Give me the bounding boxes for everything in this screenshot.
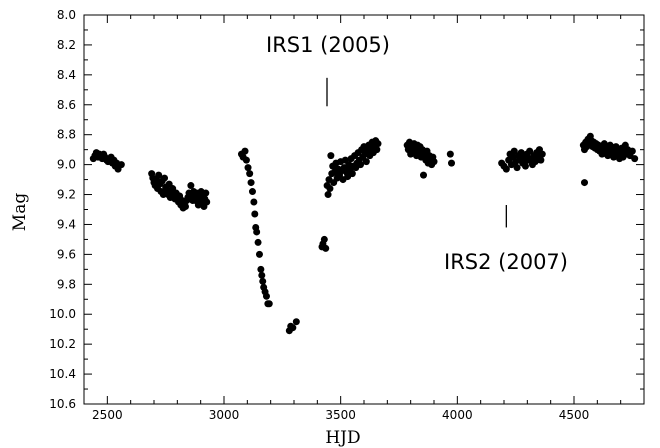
data-point bbox=[255, 250, 263, 258]
y-tick-label: 8.6 bbox=[57, 98, 76, 112]
data-point bbox=[265, 300, 273, 308]
data-point bbox=[327, 152, 335, 160]
data-point bbox=[420, 171, 427, 179]
data-point bbox=[322, 244, 330, 252]
y-tick-label: 9.6 bbox=[57, 247, 76, 261]
data-point bbox=[631, 155, 639, 163]
plot-border bbox=[83, 14, 645, 405]
data-point bbox=[326, 185, 334, 193]
data-point bbox=[248, 188, 256, 196]
data-point bbox=[446, 150, 454, 158]
data-point bbox=[262, 292, 270, 300]
data-point bbox=[289, 324, 297, 332]
data-point bbox=[251, 210, 259, 218]
data-point bbox=[357, 161, 364, 169]
data-point bbox=[510, 147, 518, 155]
data-point bbox=[182, 203, 189, 211]
data-point bbox=[320, 235, 328, 243]
annotations: IRS1 (2005) IRS2 (2007) bbox=[266, 33, 568, 274]
data-point bbox=[448, 159, 455, 167]
data-point bbox=[430, 158, 438, 166]
data-point bbox=[537, 156, 545, 164]
data-point bbox=[374, 140, 382, 148]
data-point bbox=[247, 179, 255, 187]
data-point bbox=[521, 162, 529, 170]
data-points bbox=[89, 132, 639, 335]
data-point bbox=[246, 170, 254, 178]
x-tick-label: 2500 bbox=[92, 408, 123, 422]
y-tick-label: 9.4 bbox=[57, 217, 76, 231]
data-point bbox=[257, 265, 265, 273]
data-point bbox=[324, 191, 332, 199]
x-tick-label: 3500 bbox=[325, 408, 356, 422]
data-point bbox=[202, 189, 210, 197]
y-tick-label: 9.0 bbox=[57, 158, 76, 172]
data-point bbox=[628, 147, 636, 155]
data-point bbox=[538, 150, 546, 158]
data-point bbox=[373, 146, 381, 154]
data-point bbox=[581, 179, 588, 187]
x-tick-label: 4500 bbox=[559, 408, 590, 422]
data-point bbox=[513, 164, 521, 172]
axis-ticks: 2500 3000 3500 4000 4500 8.0 8.2 8.4 8.6 8.8 9.0 9.… bbox=[49, 8, 644, 422]
x-tick-label: 4000 bbox=[442, 408, 473, 422]
y-tick-label: 9.8 bbox=[57, 277, 76, 291]
data-point bbox=[526, 147, 534, 155]
data-point bbox=[161, 174, 168, 182]
y-tick-label: 8.4 bbox=[57, 68, 76, 82]
data-point bbox=[155, 171, 163, 179]
data-point bbox=[502, 165, 510, 173]
y-tick-label: 10.6 bbox=[49, 397, 76, 411]
y-tick-label: 9.2 bbox=[57, 188, 76, 202]
data-point bbox=[258, 271, 266, 279]
data-point bbox=[117, 161, 125, 169]
data-point bbox=[348, 170, 356, 178]
data-point bbox=[250, 198, 258, 206]
irs1-label: IRS1 (2005) bbox=[266, 33, 390, 57]
data-point bbox=[241, 147, 249, 155]
data-point bbox=[362, 158, 370, 166]
y-tick-label: 8.0 bbox=[57, 8, 76, 22]
x-axis-label: HJD bbox=[325, 428, 360, 448]
y-tick-label: 8.2 bbox=[57, 38, 76, 52]
y-tick-label: 10.0 bbox=[49, 307, 76, 321]
data-point bbox=[253, 228, 261, 236]
data-point bbox=[242, 156, 250, 164]
y-tick-label: 10.2 bbox=[49, 337, 76, 351]
plot-frame bbox=[83, 14, 645, 405]
x-tick-label: 3000 bbox=[209, 408, 240, 422]
data-point bbox=[187, 182, 195, 190]
y-axis-label: Mag bbox=[10, 193, 30, 232]
data-point bbox=[244, 164, 252, 172]
data-point bbox=[254, 238, 262, 246]
y-tick-label: 10.4 bbox=[49, 367, 76, 381]
y-tick-label: 8.8 bbox=[57, 128, 76, 142]
data-point bbox=[203, 198, 211, 206]
data-point bbox=[259, 277, 267, 285]
data-point bbox=[292, 318, 300, 326]
irs2-label: IRS2 (2007) bbox=[444, 250, 568, 274]
